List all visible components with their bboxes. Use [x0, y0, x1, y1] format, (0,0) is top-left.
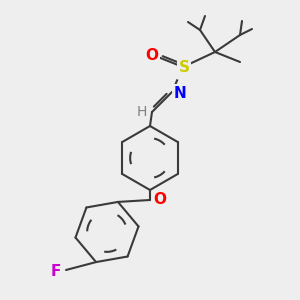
Text: O: O [146, 49, 158, 64]
Text: H: H [137, 105, 147, 119]
Text: F: F [51, 263, 61, 278]
Text: S: S [178, 61, 190, 76]
Text: O: O [154, 193, 166, 208]
Text: N: N [174, 85, 186, 100]
